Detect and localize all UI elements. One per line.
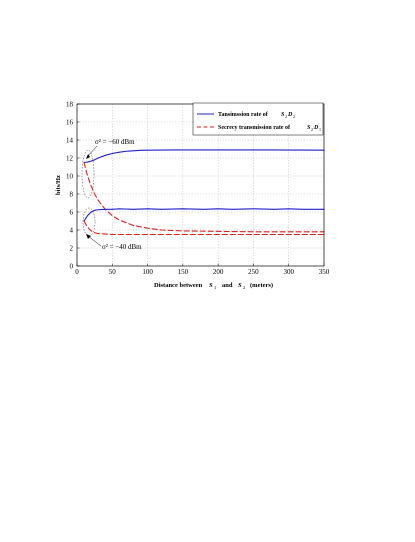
data-series <box>83 149 325 236</box>
x-tick-label: 0 <box>75 268 79 276</box>
annotation-arrow-40 <box>87 235 102 247</box>
x-axis-label-s2: S <box>238 282 242 289</box>
legend: Tansimssion rate of S 2 D 2 Secrecy tran… <box>192 102 324 136</box>
y-tick-label: 18 <box>66 101 74 109</box>
x-tick-label: 50 <box>109 268 117 276</box>
y-tick-label: 14 <box>66 137 74 145</box>
legend-math-transmission-s-sub: 2 <box>285 114 287 119</box>
y-tick-label: 16 <box>66 119 74 127</box>
legend-math-secrecy-d-sub: 1 <box>319 127 321 132</box>
series-line-0 <box>83 149 325 164</box>
annotation-noise-60: σ² = −60 dBm <box>95 138 135 146</box>
legend-math-secrecy-d: D <box>313 125 319 131</box>
x-axis-label-s1-sub: 1 <box>214 285 216 290</box>
x-axis-label-s2-sub: 2 <box>243 285 245 290</box>
annotation-ellipse-40 <box>82 207 96 237</box>
x-tick-label: 350 <box>319 268 330 276</box>
annotations: σ² = −60 dBm σ² = −40 dBm <box>81 138 142 251</box>
y-tick-label: 10 <box>66 173 74 181</box>
x-axis-label-and: and <box>222 282 233 289</box>
legend-label-transmission: Tansimssion rate of <box>218 112 269 118</box>
y-axis-label: bits/Hz <box>55 175 62 195</box>
y-tick-label: 2 <box>70 245 74 253</box>
legend-math-transmission-s: S <box>281 112 285 118</box>
y-tick-label: 8 <box>70 191 74 199</box>
annotation-noise-40: σ² = −40 dBm <box>102 243 142 251</box>
legend-math-transmission-d-sub: 2 <box>293 114 295 119</box>
annotation-ellipse-60 <box>81 149 95 199</box>
x-tick-label: 250 <box>248 268 259 276</box>
legend-math-secrecy-s: S <box>307 125 311 131</box>
x-tick-label: 200 <box>213 268 224 276</box>
y-tick-label: 0 <box>70 263 74 271</box>
legend-math-transmission-d: D <box>287 112 293 118</box>
series-line-2 <box>83 208 325 222</box>
series-line-3 <box>83 220 325 236</box>
x-axis-label: Distance between S 1 and S 2 (meters) <box>154 282 273 290</box>
x-tick-label: 300 <box>283 268 294 276</box>
legend-box <box>192 102 324 136</box>
series-line-1 <box>83 161 325 233</box>
x-tick-label: 100 <box>142 268 153 276</box>
y-tick-label: 6 <box>70 209 74 217</box>
x-axis-label-s1: S <box>209 282 213 289</box>
y-tick-label: 4 <box>70 227 74 235</box>
y-tick-label: 12 <box>66 155 74 163</box>
annotation-arrowhead-60 <box>86 154 90 159</box>
legend-label-secrecy: Secrecy transmission rate of <box>218 125 291 131</box>
x-tick-label: 150 <box>178 268 189 276</box>
x-axis-label-text: Distance between <box>154 282 203 289</box>
x-axis-label-units: (meters) <box>250 282 273 289</box>
legend-math-secrecy-s-sub: 2 <box>311 127 313 132</box>
